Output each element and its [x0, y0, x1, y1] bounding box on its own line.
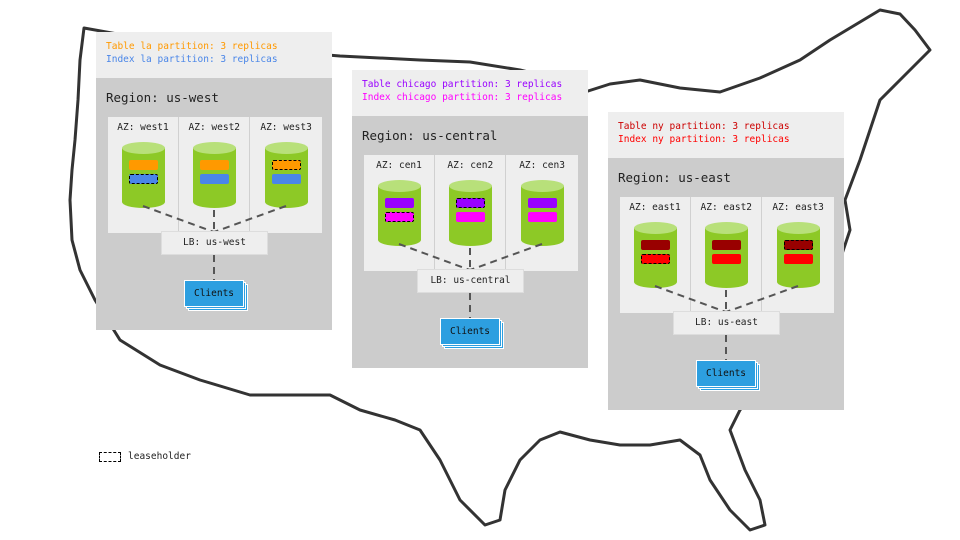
clients-label: Clients — [440, 318, 500, 345]
availability-zone: AZ: east1 — [620, 197, 691, 313]
database-node-icon — [634, 222, 677, 288]
partition-info: Table ny partition: 3 replicas Index ny … — [608, 112, 844, 158]
index-replica — [527, 212, 557, 222]
availability-zone: AZ: east3 — [763, 197, 834, 313]
database-node-icon — [193, 142, 237, 208]
table-partition-text: Table chicago partition: 3 replicas — [362, 79, 563, 90]
availability-zone: AZ: west3 — [251, 117, 322, 233]
connection-lines — [654, 285, 799, 360]
index-replica — [783, 254, 813, 264]
az-label: AZ: cen1 — [376, 160, 422, 171]
database-node-icon — [122, 142, 165, 208]
load-balancer: LB: us-west — [161, 231, 268, 255]
connection-lines — [142, 205, 287, 280]
availability-zone: AZ: east2 — [691, 197, 763, 313]
az-label: AZ: east1 — [629, 202, 681, 213]
az-label: AZ: east2 — [700, 202, 753, 213]
availability-zone: AZ: cen2 — [435, 155, 507, 271]
az-label: AZ: cen2 — [447, 160, 494, 171]
availability-zone: AZ: cen3 — [507, 155, 578, 271]
clients-label: Clients — [696, 360, 756, 387]
az-label: AZ: west3 — [260, 122, 312, 133]
table-replica — [200, 160, 230, 170]
az3-to-lb-line — [213, 205, 287, 233]
table-replica — [456, 198, 486, 208]
az-label: AZ: west1 — [117, 122, 169, 133]
index-replica — [271, 174, 301, 184]
partition-info: Table chicago partition: 3 replicas Inde… — [352, 70, 588, 116]
az-label: AZ: west2 — [188, 122, 241, 133]
az1-to-lb-line — [654, 285, 727, 313]
us-border — [68, 8, 932, 532]
az1-to-lb-line — [398, 243, 471, 271]
availability-zone: AZ: west1 — [108, 117, 179, 233]
region-label: Region: us-west — [106, 90, 219, 105]
partition-info: Table la partition: 3 replicas Index la … — [96, 32, 332, 78]
region-us-west: Table la partition: 3 replicas Index la … — [96, 32, 332, 330]
clients-stack: Clients — [440, 318, 504, 349]
region-us-central: Table chicago partition: 3 replicas Inde… — [352, 70, 588, 368]
region-label: Region: us-east — [618, 170, 731, 185]
database-node-icon — [520, 180, 564, 246]
database-node-icon — [705, 222, 749, 288]
table-replica — [271, 160, 301, 170]
az-label: AZ: cen3 — [519, 160, 565, 171]
az-label: AZ: east3 — [772, 202, 824, 213]
az1-to-lb-line — [142, 205, 215, 233]
connection-lines — [398, 243, 543, 318]
table-replica — [527, 198, 557, 208]
leaseholder-legend-swatch — [99, 452, 121, 462]
load-balancer: LB: us-east — [673, 311, 780, 335]
index-replica — [641, 254, 670, 264]
table-replica — [385, 198, 414, 208]
index-replica — [385, 212, 414, 222]
index-replica — [200, 174, 230, 184]
index-replica — [712, 254, 742, 264]
az3-to-lb-line — [469, 243, 543, 271]
leaseholder-legend-label: leaseholder — [128, 451, 191, 462]
az3-to-lb-line — [725, 285, 799, 313]
table-partition-text: Table ny partition: 3 replicas — [618, 121, 790, 132]
database-node-icon — [449, 180, 493, 246]
load-balancer: LB: us-central — [417, 269, 524, 293]
database-node-icon — [264, 142, 308, 208]
clients-stack: Clients — [696, 360, 760, 391]
database-node-icon — [776, 222, 820, 288]
region-label: Region: us-central — [362, 128, 498, 143]
index-partition-text: Index la partition: 3 replicas — [106, 54, 278, 65]
table-replica — [641, 240, 670, 250]
index-partition-text: Index ny partition: 3 replicas — [618, 134, 790, 145]
clients-stack: Clients — [184, 280, 248, 311]
table-replica — [129, 160, 158, 170]
table-replica — [783, 240, 813, 250]
availability-zone: AZ: cen1 — [364, 155, 435, 271]
database-node-icon — [378, 180, 421, 246]
index-replica — [456, 212, 486, 222]
index-partition-text: Index chicago partition: 3 replicas — [362, 92, 563, 103]
region-us-east: Table ny partition: 3 replicas Index ny … — [608, 112, 844, 410]
index-replica — [129, 174, 158, 184]
table-partition-text: Table la partition: 3 replicas — [106, 41, 278, 52]
availability-zone: AZ: west2 — [179, 117, 251, 233]
table-replica — [712, 240, 742, 250]
clients-label: Clients — [184, 280, 244, 307]
